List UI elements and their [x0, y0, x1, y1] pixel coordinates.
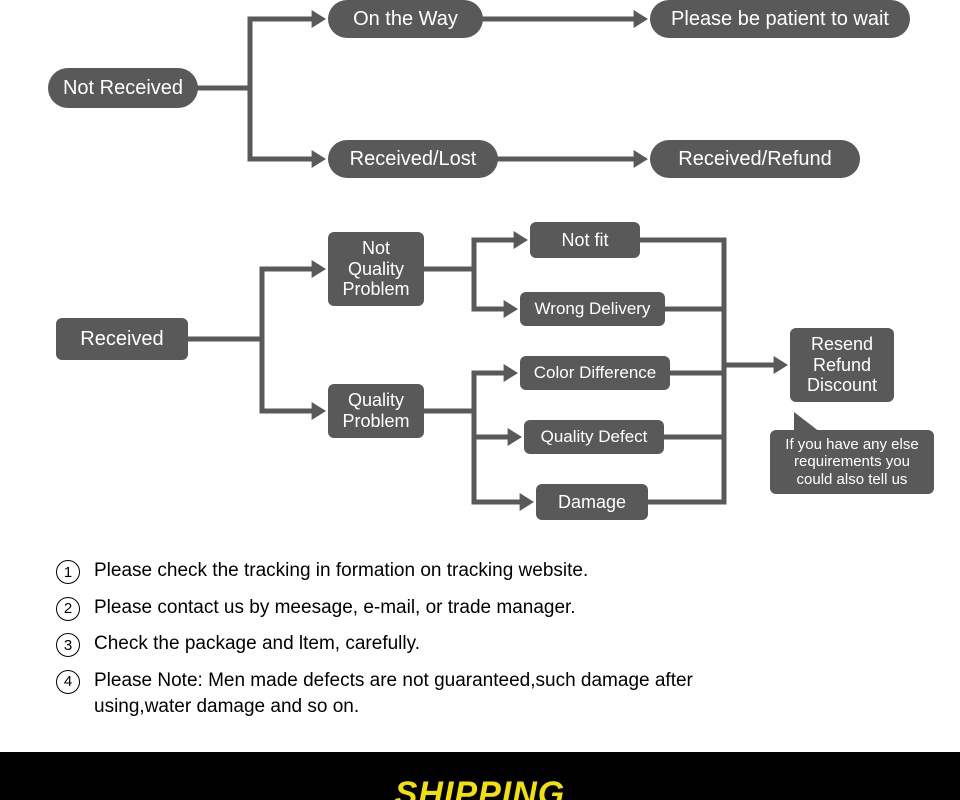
note-row: 1 Please check the tracking in formation …	[56, 558, 786, 585]
node-not-fit: Not fit	[530, 222, 640, 258]
node-please-wait: Please be patient to wait	[650, 0, 910, 38]
node-on-the-way: On the Way	[328, 0, 483, 38]
node-not-received: Not Received	[48, 68, 198, 108]
speech-tail	[794, 412, 820, 432]
note-text: Please check the tracking in formation o…	[94, 558, 588, 585]
note-number-icon: 4	[56, 670, 80, 694]
note-number-icon: 3	[56, 633, 80, 657]
notes-section: 1 Please check the tracking in formation …	[56, 558, 786, 731]
flowchart-canvas: 1 Please check the tracking in formation …	[0, 0, 960, 800]
node-quality-defect: Quality Defect	[524, 420, 664, 454]
node-resend: Resend Refund Discount	[790, 328, 894, 402]
node-received-lost: Received/Lost	[328, 140, 498, 178]
note-text: Please contact us by meesage, e-mail, or…	[94, 595, 576, 622]
node-quality: Quality Problem	[328, 384, 424, 438]
note-row: 2 Please contact us by meesage, e-mail, o…	[56, 595, 786, 622]
footer-text: SHIPPING	[395, 775, 565, 800]
node-damage: Damage	[536, 484, 648, 520]
node-received: Received	[56, 318, 188, 360]
note-text: Check the package and ltem, carefully.	[94, 631, 420, 658]
note-text: Please Note: Men made defects are not gu…	[94, 668, 786, 721]
node-wrong-delivery: Wrong Delivery	[520, 292, 665, 326]
node-speech: If you have any else requirements you co…	[770, 430, 934, 494]
note-number-icon: 1	[56, 560, 80, 584]
note-number-icon: 2	[56, 597, 80, 621]
note-row: 4 Please Note: Men made defects are not g…	[56, 668, 786, 721]
node-color-diff: Color Difference	[520, 356, 670, 390]
node-received-refund: Received/Refund	[650, 140, 860, 178]
node-not-quality: Not Quality Problem	[328, 232, 424, 306]
footer-banner: SHIPPING	[0, 752, 960, 800]
note-row: 3 Check the package and ltem, carefully.	[56, 631, 786, 658]
